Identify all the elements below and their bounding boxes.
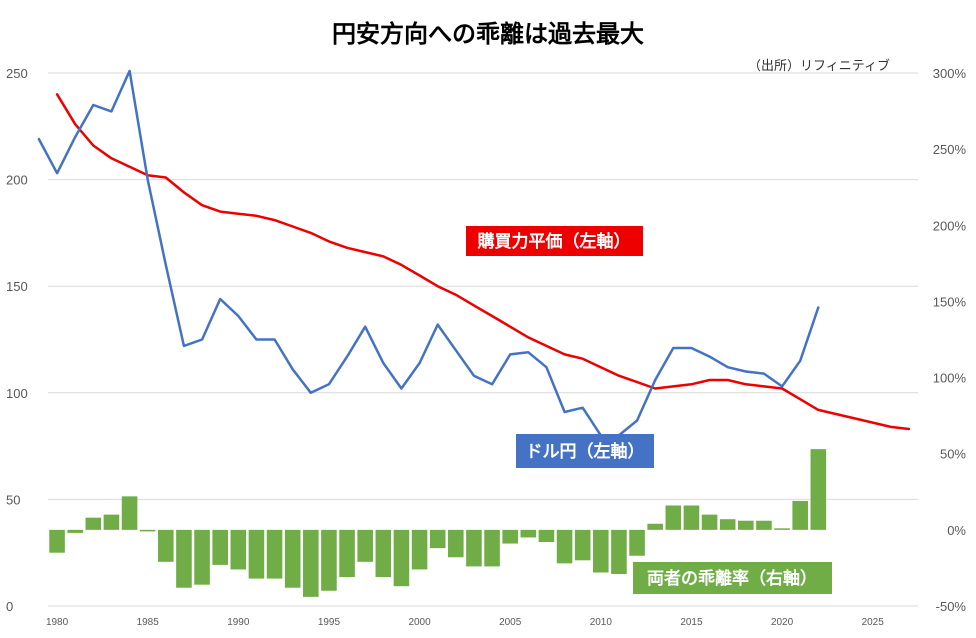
usdjpy-label: ドル円（左軸）	[526, 441, 645, 462]
deviation-bar	[266, 529, 283, 579]
deviation-bar	[738, 520, 754, 530]
ppp-label-box: 購買力平価（左軸）	[466, 226, 643, 256]
x-tick-label: 2010	[590, 617, 613, 628]
deviation-bar	[429, 529, 446, 549]
deviation-bar	[158, 529, 174, 562]
x-tick-label: 2020	[771, 617, 794, 628]
left-tick-label: 150	[6, 279, 28, 294]
deviation-bar	[375, 529, 392, 578]
left-axis-ticks: 0 50 100 150 200 250	[6, 66, 28, 614]
gridlines	[48, 72, 918, 607]
deviation-bar	[792, 500, 808, 530]
deviation-bar	[574, 529, 591, 561]
ppp-label: 購買力平価（左軸）	[478, 231, 631, 252]
x-tick-label: 1980	[46, 617, 69, 628]
deviation-bar	[774, 528, 790, 530]
left-tick-label: 50	[6, 492, 20, 507]
deviation-bar	[103, 514, 120, 530]
deviation-bar	[230, 529, 247, 570]
deviation-bar	[466, 529, 482, 567]
right-axis-ticks: -50% 0% 50% 100% 150% 200% 250% 300%	[933, 66, 967, 614]
x-tick-label: 1990	[227, 617, 250, 628]
deviation-bar	[629, 529, 645, 556]
right-tick-label: 250%	[933, 142, 967, 157]
left-tick-label: 0	[6, 599, 13, 614]
x-tick-label: 2025	[862, 617, 885, 628]
x-axis-ticks: 1980 1985 1990 1995 2000 2005 2010 2015 2020 2025	[46, 617, 884, 628]
deviation-bar	[484, 529, 500, 567]
deviation-bar	[67, 529, 83, 533]
usdjpy-label-bg	[516, 434, 654, 468]
deviation-label: 両者の乖離率（右軸）	[647, 568, 817, 589]
deviation-bar	[194, 529, 210, 585]
right-tick-label: 150%	[933, 294, 967, 309]
deviation-bar	[284, 529, 301, 588]
right-tick-label: 100%	[933, 371, 967, 386]
deviation-bar	[321, 529, 337, 591]
deviation-bar	[448, 529, 464, 558]
chart-title: 円安方向への乖離は過去最大	[332, 20, 644, 48]
left-tick-label: 250	[6, 66, 28, 81]
right-tick-label: 300%	[933, 66, 967, 81]
x-tick-label: 2000	[408, 617, 431, 628]
right-tick-label: 200%	[933, 218, 967, 233]
usdjpy-line	[37, 69, 820, 437]
deviation-bars	[49, 449, 827, 597]
deviation-bar	[683, 505, 700, 530]
right-tick-label: -50%	[936, 599, 967, 614]
deviation-bar	[357, 529, 373, 562]
deviation-bar	[520, 529, 537, 538]
deviation-bar	[701, 514, 718, 530]
deviation-bar	[593, 529, 609, 573]
deviation-bar	[756, 520, 772, 530]
left-tick-label: 200	[6, 173, 28, 188]
ppp-line	[55, 93, 911, 431]
deviation-bar	[665, 505, 682, 530]
deviation-bar	[49, 529, 65, 553]
deviation-bar	[647, 523, 663, 530]
deviation-bar	[810, 449, 827, 530]
deviation-bar	[393, 529, 410, 587]
chart-source: （出所）リフィニティブ	[748, 58, 890, 74]
deviation-bar	[212, 529, 228, 565]
deviation-bar	[85, 517, 102, 530]
usdjpy-label-box: ドル円（左軸）	[516, 434, 654, 468]
deviation-label-bg	[633, 562, 832, 594]
deviation-bar	[556, 529, 573, 564]
deviation-bar	[303, 529, 319, 597]
x-tick-label: 2005	[499, 617, 522, 628]
deviation-bar	[139, 529, 156, 532]
deviation-bar	[121, 496, 138, 530]
deviation-label-box: 両者の乖離率（右軸）	[633, 562, 832, 594]
series-lines	[37, 69, 911, 437]
deviation-bar	[411, 529, 428, 570]
deviation-bar	[719, 519, 736, 530]
x-tick-label: 1985	[137, 617, 160, 628]
ppp-label-bg	[466, 226, 643, 256]
deviation-bar	[502, 529, 518, 544]
deviation-bar	[176, 529, 192, 588]
deviation-bar	[339, 529, 355, 578]
deviation-bar	[611, 529, 627, 575]
deviation-bar	[538, 529, 555, 543]
right-tick-label: 0%	[947, 523, 966, 538]
deviation-bar	[248, 529, 265, 579]
left-tick-label: 100	[6, 386, 28, 401]
right-tick-label: 50%	[940, 447, 966, 462]
x-tick-label: 1995	[318, 617, 341, 628]
x-tick-label: 2015	[680, 617, 703, 628]
